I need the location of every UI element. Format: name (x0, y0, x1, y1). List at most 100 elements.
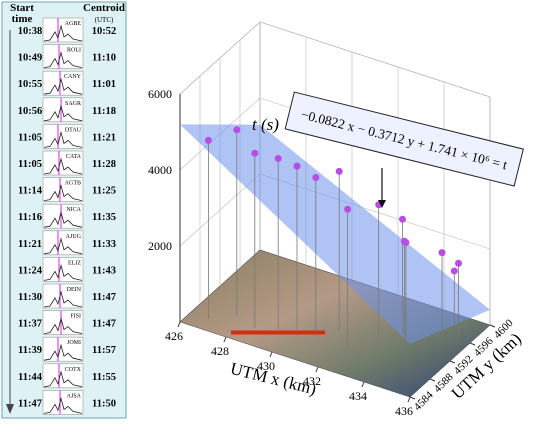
station: CANY (64, 74, 82, 80)
station: COTX (65, 367, 82, 373)
waveform (43, 396, 83, 414)
centroid-time: 11:57 (92, 345, 116, 356)
waveform (43, 263, 83, 281)
waveform (43, 51, 83, 68)
waveform-box (42, 230, 84, 256)
waveform-box (42, 363, 84, 389)
data-point (450, 267, 458, 275)
data-point (344, 205, 352, 213)
tick-mark (469, 342, 476, 346)
data-point (438, 249, 446, 257)
start-time: 11:47 (18, 398, 42, 409)
centroid-time: 11:01 (92, 79, 116, 90)
x-tick-label: 426 (165, 329, 183, 343)
header: (UTC) (95, 16, 114, 24)
x-tick-label: 430 (257, 359, 275, 373)
centroid-time: 10:52 (92, 26, 117, 37)
waveform-box (42, 44, 84, 69)
data-point (251, 149, 259, 157)
centroid-time: 11:18 (92, 106, 116, 117)
station: DTAU (65, 127, 82, 133)
tick-mark (449, 360, 456, 364)
tick-mark (407, 396, 411, 403)
start-time: 11:30 (18, 292, 42, 303)
waveform-box (42, 70, 84, 96)
tick-mark (361, 381, 365, 388)
waveform (43, 290, 83, 308)
data-point (233, 126, 241, 134)
waveform-box (42, 150, 84, 176)
table-rows: 10:38 AGBE 10:52 10:49 ROLI 11:10 10:55 CANY 11:… (18, 17, 117, 415)
start-time: 11:37 (18, 319, 42, 330)
station: NICA (66, 207, 81, 213)
data-point (455, 259, 462, 267)
waveform-box (42, 336, 84, 362)
station: FISI (70, 314, 81, 320)
waveform-box (42, 97, 84, 123)
centroid-time: 11:35 (92, 212, 116, 223)
station: JOMI (67, 340, 81, 346)
waveform-box (42, 257, 84, 282)
x-tick-label: 436 (395, 404, 413, 418)
start-time: 11:21 (18, 239, 42, 250)
start-time: 11:05 (18, 159, 42, 170)
data-point (293, 162, 301, 170)
chart: 4264284304324344364584458845924596460020… (148, 21, 525, 418)
start-time: 11:16 (18, 212, 42, 223)
x-tick-label: 434 (349, 389, 367, 403)
z-axis-label: t (s) (252, 115, 279, 134)
station: AJSA (67, 393, 82, 399)
start-time: 11:44 (18, 372, 43, 383)
tick-mark (489, 324, 496, 328)
data-point (402, 239, 410, 247)
data-point (399, 215, 406, 223)
waveform-box (42, 17, 84, 43)
equation-frame (284, 91, 524, 187)
waveform-box (42, 177, 84, 202)
x-tick-label: 432 (303, 374, 321, 388)
tick-mark (177, 321, 181, 328)
waveform-box (42, 124, 84, 149)
station: ROLI (67, 48, 81, 54)
waveform (43, 237, 83, 255)
data-point (204, 136, 212, 144)
z-tick-label: 2000 (148, 239, 172, 253)
header: Start (10, 2, 34, 14)
centroid-time: 11:28 (92, 159, 116, 170)
station: SAGR (65, 101, 81, 107)
waveform-box (42, 310, 84, 335)
tick-mark (409, 396, 416, 400)
waveform (43, 184, 83, 201)
z-tick-label: 4000 (148, 163, 172, 177)
start-time: 10:56 (18, 106, 43, 117)
station: AGBE (65, 21, 82, 27)
header: Centroid (83, 2, 125, 14)
start-time: 10:49 (18, 53, 43, 64)
station: CATA (66, 154, 82, 160)
centroid-time: 11:50 (92, 398, 116, 409)
waveform-box (42, 283, 84, 309)
start-time: 11:05 (18, 132, 42, 143)
station: AJUG (66, 234, 82, 240)
centroid-time: 11:21 (92, 132, 116, 143)
waveform (43, 77, 83, 95)
header: time (12, 13, 33, 25)
time-arrow-head (6, 404, 14, 414)
waveform (43, 343, 83, 361)
equation-arrow-head (378, 200, 386, 208)
grid-line (259, 21, 491, 98)
waveform (43, 24, 83, 42)
grid-line (179, 21, 261, 95)
start-time: 10:55 (18, 79, 43, 90)
waveform-box (42, 390, 84, 415)
centroid-time: 11:55 (92, 372, 116, 383)
centroid-time: 11:10 (92, 53, 116, 64)
waveform (43, 210, 83, 228)
waveform (43, 317, 83, 334)
station: AGTB (65, 181, 81, 187)
centroid-time: 11:33 (92, 239, 116, 250)
centroid-time: 11:47 (92, 292, 116, 303)
centroid-time: 11:43 (92, 265, 116, 276)
start-time: 11:24 (18, 265, 43, 276)
waveform-box (42, 203, 84, 229)
